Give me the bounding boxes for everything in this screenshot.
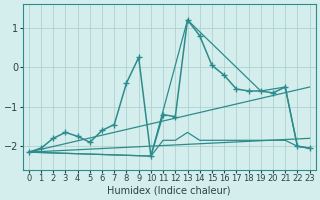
X-axis label: Humidex (Indice chaleur): Humidex (Indice chaleur) [108, 186, 231, 196]
